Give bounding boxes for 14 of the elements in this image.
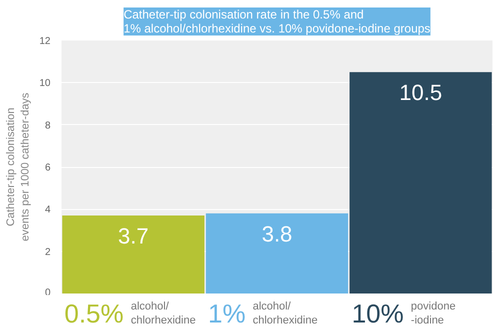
y-tick-label: 8 bbox=[44, 120, 51, 132]
y-tick-label: 6 bbox=[44, 162, 51, 174]
y-axis-title: Catheter-tip colonisation events per 1000 catheter-days bbox=[4, 92, 32, 242]
y-tick-label: 12 bbox=[39, 36, 51, 47]
data-label: 10.5 bbox=[399, 80, 442, 106]
chart-title: Catheter-tip colonisation rate in the 0.5% and 1% alcohol/chlorhexidine vs. 10% povidone-iodine groups bbox=[124, 8, 430, 36]
y-tick-label: 10 bbox=[39, 78, 51, 90]
bar bbox=[62, 215, 204, 294]
bar bbox=[350, 72, 492, 294]
data-label: 3.8 bbox=[262, 221, 292, 246]
y-tick-label: 2 bbox=[44, 246, 51, 258]
y-tick-label: 4 bbox=[44, 204, 51, 216]
data-label: 3.7 bbox=[118, 223, 149, 248]
bar bbox=[206, 213, 348, 294]
